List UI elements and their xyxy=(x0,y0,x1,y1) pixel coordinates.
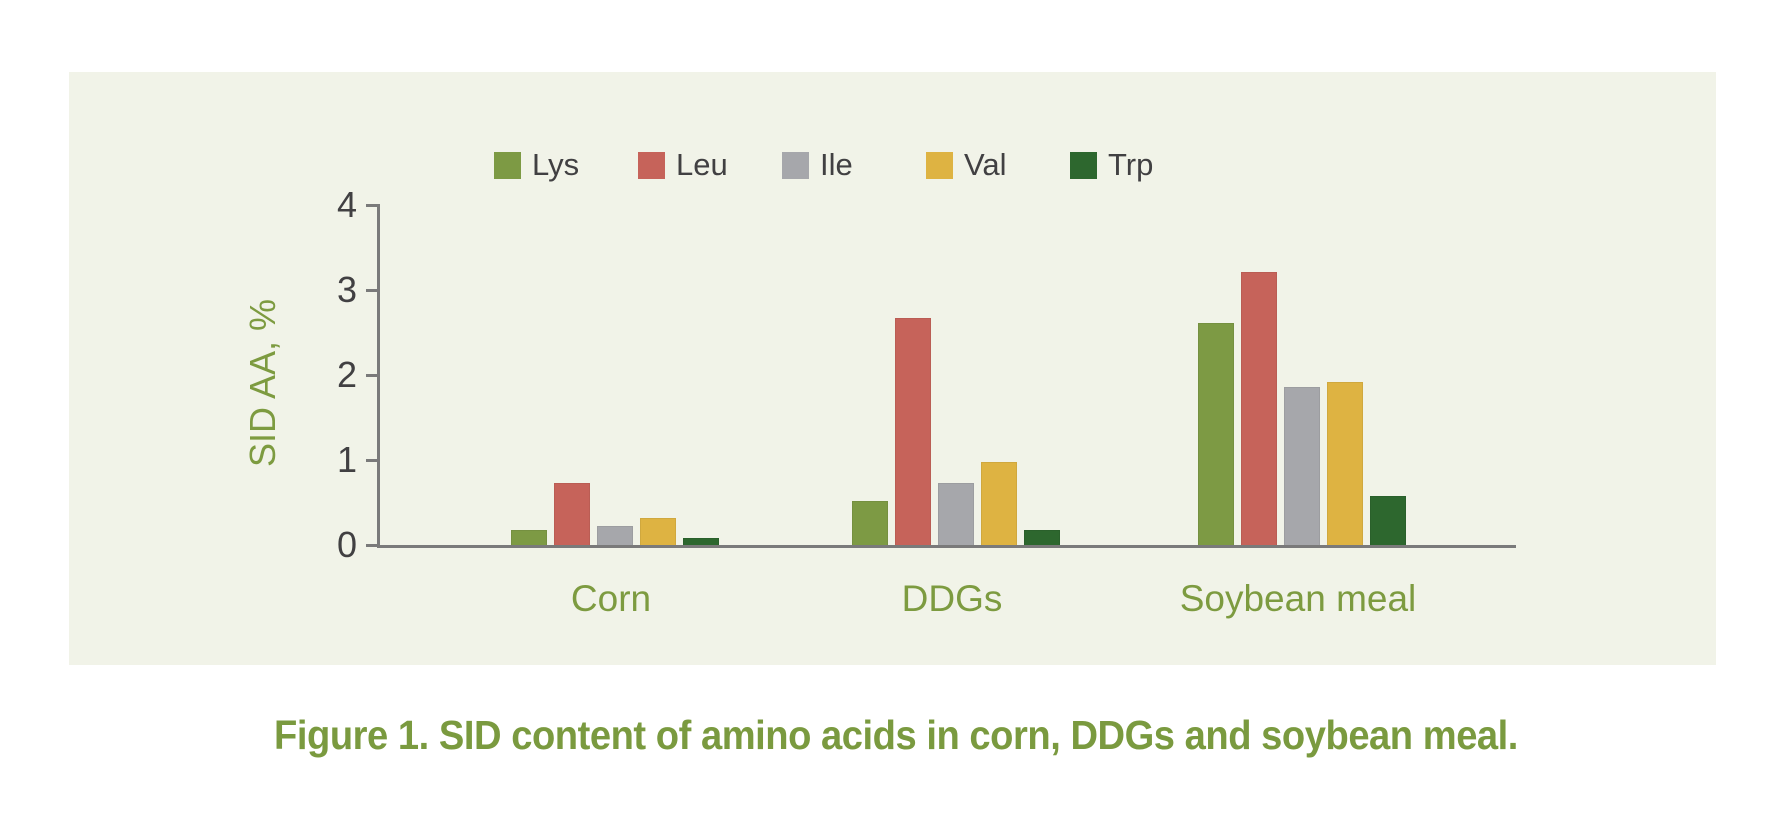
legend-item-ile: Ile xyxy=(782,147,926,182)
y-tick-label-1: 1 xyxy=(336,439,357,480)
x-axis-labels: Corn DDGs Soybean meal xyxy=(377,578,1513,624)
bar-val-corn xyxy=(640,518,676,545)
bar-ile-ddgs xyxy=(938,483,974,545)
y-axis-label: SID AA, % xyxy=(242,298,283,468)
legend-item-lys: Lys xyxy=(494,147,638,182)
y-tick-0 xyxy=(366,543,380,547)
legend-label-val: Val xyxy=(964,147,1007,182)
bar-trp-corn xyxy=(683,538,719,545)
bar-leu-soybean-meal xyxy=(1241,272,1277,545)
y-tick-label-4: 4 xyxy=(336,184,357,225)
legend-label-ile: Ile xyxy=(820,147,853,182)
bar-trp-ddgs xyxy=(1024,530,1060,545)
y-tick-label-3: 3 xyxy=(336,269,357,310)
x-category-label-ddgs: DDGs xyxy=(901,578,1003,619)
bar-val-ddgs xyxy=(981,462,1017,545)
bar-leu-ddgs xyxy=(895,318,931,545)
x-category-label-corn: Corn xyxy=(570,578,652,619)
plot-area: 0 1 2 3 4 xyxy=(337,185,1516,565)
legend-swatch-ile xyxy=(782,151,809,179)
bar-lys-corn xyxy=(511,530,547,545)
x-category-label-soybean-meal: Soybean meal xyxy=(1179,578,1417,619)
legend-label-lys: Lys xyxy=(532,147,580,182)
bar-val-soybean-meal xyxy=(1327,382,1363,545)
bar-trp-soybean-meal xyxy=(1370,496,1406,545)
legend-swatch-val xyxy=(926,151,953,179)
legend-item-trp: Trp xyxy=(1070,147,1154,182)
legend-label-trp: Trp xyxy=(1108,147,1154,182)
bar-ile-soybean-meal xyxy=(1284,387,1320,545)
y-tick-label-2: 2 xyxy=(336,354,357,395)
y-tick-3 xyxy=(366,288,380,292)
legend-label-leu: Leu xyxy=(676,147,728,182)
bar-lys-ddgs xyxy=(852,501,888,545)
bar-lys-soybean-meal xyxy=(1198,323,1234,545)
legend-item-val: Val xyxy=(926,147,1070,182)
y-tick-1 xyxy=(366,458,380,462)
chart-panel xyxy=(69,72,1716,665)
y-tick-label-0: 0 xyxy=(336,524,357,565)
bar-leu-corn xyxy=(554,483,590,545)
legend-swatch-trp xyxy=(1070,151,1097,179)
legend-swatch-leu xyxy=(638,151,665,179)
chart-legend: Lys Leu Ile Val Trp xyxy=(494,147,1154,182)
figure-caption: Figure 1. SID content of amino acids in … xyxy=(274,712,1518,758)
legend-swatch-lys xyxy=(494,151,521,179)
bar-ile-corn xyxy=(597,526,633,545)
legend-item-leu: Leu xyxy=(638,147,782,182)
y-tick-2 xyxy=(366,373,380,377)
y-tick-4 xyxy=(366,203,380,207)
